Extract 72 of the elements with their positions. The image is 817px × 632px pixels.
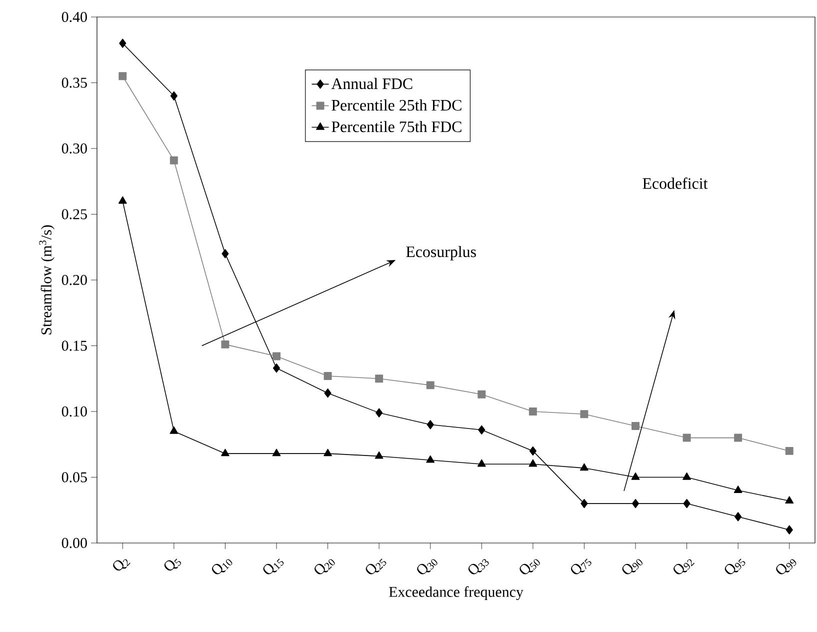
x-axis-title: Exceedance frequency	[389, 586, 524, 600]
x-tick-label: Q$_{30}$	[417, 559, 438, 574]
legend-label: Percentile 75th FDC	[332, 120, 462, 132]
point	[170, 91, 178, 100]
point	[528, 459, 538, 467]
point	[477, 459, 486, 467]
x-tick-label: Q$_{90}$	[622, 559, 642, 574]
point	[580, 498, 588, 508]
point	[528, 408, 537, 416]
x-tick-label: Q$_{20}$	[314, 559, 335, 574]
x-tick-label: Q$_{99}$	[776, 559, 796, 574]
point	[734, 434, 742, 442]
y-tick-label: 0.15	[62, 340, 87, 351]
point	[170, 156, 178, 164]
x-tick-label: Q$_{50}$	[520, 559, 540, 574]
point	[426, 420, 434, 430]
point	[272, 352, 280, 360]
point	[118, 196, 127, 204]
point	[272, 364, 280, 373]
point	[376, 408, 383, 418]
y-tick-label: 0.00	[62, 538, 87, 548]
x-tick-label: Q$_{92}$	[674, 559, 695, 574]
point	[324, 372, 332, 380]
point	[682, 434, 691, 442]
annotation: Ecodeficit	[642, 178, 708, 189]
point	[734, 486, 742, 493]
point	[272, 448, 281, 456]
point	[221, 448, 230, 456]
x-tick-label: Q$_{10}$	[212, 559, 232, 574]
x-tick-label: Q$_{5}$	[164, 558, 182, 571]
y-tick-label: 0.40	[62, 12, 87, 22]
x-tick-label: Q$_{75}$	[571, 558, 592, 574]
point	[478, 390, 486, 398]
y-tick-label: 0.25	[62, 209, 87, 220]
point	[324, 448, 332, 456]
point	[682, 472, 691, 480]
point	[786, 525, 793, 534]
point	[734, 512, 742, 522]
annotation: Ecosurplus	[406, 246, 476, 260]
point	[529, 446, 536, 456]
point	[478, 425, 486, 434]
point	[785, 446, 794, 455]
legend-label: Percentile 25th FDC	[332, 99, 462, 111]
y-tick-label: 0.35	[62, 78, 87, 88]
point	[683, 498, 690, 508]
y-tick-label: 0.30	[62, 143, 87, 154]
point	[632, 422, 640, 430]
point	[170, 426, 178, 434]
x-tick-label: Q$_{95}$	[724, 558, 746, 574]
point	[324, 388, 332, 398]
point	[580, 463, 588, 471]
x-tick-label: Q$_{2}$	[113, 559, 130, 571]
point	[221, 340, 230, 348]
x-tick-label: Q$_{25}$	[366, 558, 386, 574]
y-axis-title: Streamflow (m$^{3}$/s)	[39, 225, 54, 334]
point	[118, 72, 127, 80]
y-tick-label: 0.10	[62, 406, 87, 417]
x-tick-label: Q$_{15}$	[263, 558, 284, 574]
x-tick-label: Q$_{33}$	[468, 559, 489, 574]
point	[426, 455, 435, 463]
point	[631, 472, 640, 480]
y-tick-label: 0.20	[62, 274, 87, 286]
y-tick-label: 0.05	[62, 472, 87, 482]
point	[426, 381, 434, 390]
point	[375, 374, 384, 383]
point	[222, 249, 229, 258]
point	[374, 451, 384, 459]
point	[785, 496, 794, 504]
point	[119, 38, 126, 48]
legend-label: Annual FDC	[331, 78, 412, 90]
point	[632, 498, 640, 508]
point	[580, 410, 588, 418]
